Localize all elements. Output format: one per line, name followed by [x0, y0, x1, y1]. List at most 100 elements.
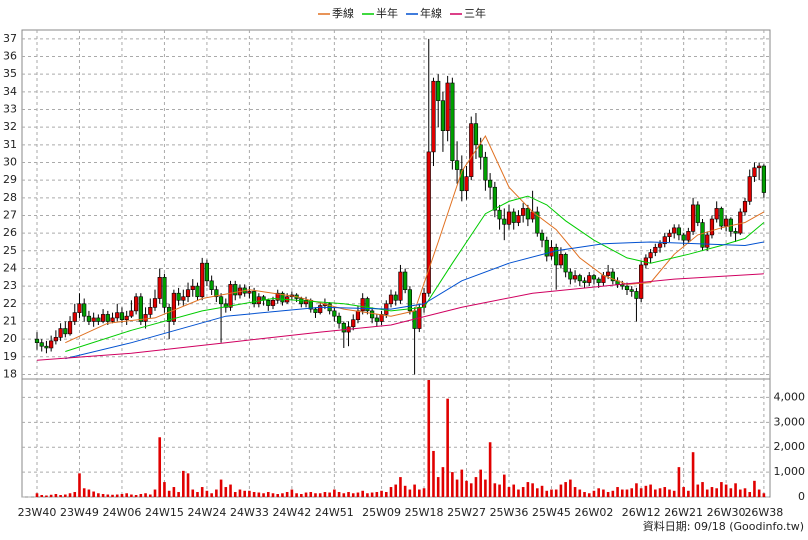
candle-body	[34, 338, 40, 343]
y-tick-label: 26	[3, 226, 17, 239]
ma-line	[65, 241, 764, 360]
volume-bar	[314, 493, 317, 497]
volume-bar	[243, 490, 246, 497]
candle-body	[738, 211, 743, 234]
volume-bar	[587, 493, 591, 497]
volume-bar	[597, 488, 600, 497]
volume-bar	[134, 495, 138, 497]
volume-bar	[210, 493, 213, 497]
candle-body	[162, 277, 167, 308]
volume-bar	[668, 489, 671, 497]
candle-body	[634, 291, 639, 299]
volume-bar	[724, 484, 728, 497]
volume-bar	[73, 492, 77, 497]
volume-bar	[436, 477, 440, 497]
x-tick-label: 26W02	[575, 506, 614, 519]
volume-bar	[125, 493, 128, 497]
volume-bar	[68, 493, 72, 497]
volume-bar	[408, 489, 412, 497]
volume-bar	[219, 479, 223, 497]
volume-bar	[333, 489, 336, 497]
candle-body	[370, 310, 375, 319]
candle-body	[129, 310, 134, 317]
volume-bar	[729, 488, 733, 497]
volume-bar	[111, 494, 114, 497]
candle-body	[596, 278, 601, 283]
y-tick-label: 24	[3, 261, 17, 274]
candle-body	[143, 314, 148, 322]
volume-bar	[573, 487, 577, 497]
candle-body	[365, 298, 370, 312]
candle-body	[544, 239, 549, 257]
y-tick-label: 19	[3, 350, 17, 363]
volume-bar	[521, 487, 525, 497]
volume-bar	[186, 473, 190, 497]
candle-body	[181, 296, 186, 301]
volume-bar	[474, 477, 478, 497]
volume-bar	[120, 494, 124, 497]
volume-bar	[545, 490, 549, 497]
candle-body	[374, 317, 379, 322]
volume-bar	[328, 492, 331, 497]
volume-bar	[536, 488, 539, 497]
volume-bar	[625, 489, 629, 497]
y-tick-label: 35	[3, 67, 17, 80]
volume-bar	[762, 493, 766, 497]
volume-bar	[602, 489, 605, 497]
volume-bar	[101, 494, 105, 497]
volume-bar	[488, 442, 492, 497]
y-tick-label: 37	[3, 32, 17, 45]
candle-body	[436, 80, 441, 101]
candle-body	[105, 314, 110, 322]
x-tick-label: 23W40	[18, 506, 57, 519]
volume-bar	[281, 493, 284, 497]
candle-body	[388, 294, 394, 305]
volume-bar	[413, 484, 416, 497]
volume-bar	[144, 493, 147, 497]
candle-body	[275, 292, 280, 301]
candle-body	[49, 340, 54, 349]
volume-bar	[347, 492, 350, 497]
legend-label: 半年	[376, 6, 398, 20]
volume-bar	[460, 469, 464, 497]
candle-body	[72, 312, 77, 322]
y-tick-label: 25	[3, 244, 17, 257]
candle-body	[502, 218, 507, 225]
volume-bar	[370, 492, 374, 497]
x-tick-label: 23W49	[60, 506, 99, 519]
y-tick-label: 18	[3, 367, 17, 380]
volume-bar	[502, 474, 506, 497]
volume-bar	[262, 493, 265, 497]
volume-bar	[248, 490, 251, 497]
candle-body	[577, 275, 582, 282]
volume-bar	[611, 490, 615, 497]
y-tick-label: 3,000	[774, 415, 806, 428]
candle-body	[77, 303, 82, 313]
candle-body	[152, 298, 158, 308]
volume-bar	[592, 490, 596, 497]
candle-body	[185, 289, 191, 298]
candle-body	[657, 243, 663, 248]
candle-body	[195, 285, 200, 298]
volume-bar	[526, 482, 530, 497]
candle-body	[398, 271, 403, 301]
volume-bar	[233, 492, 237, 497]
volume-bar	[512, 484, 516, 497]
volume-bar	[441, 467, 445, 497]
y-tick-label: 27	[3, 208, 17, 221]
candle-body	[653, 246, 658, 253]
candle-body	[218, 296, 224, 305]
candle-body	[119, 312, 125, 321]
candle-body	[719, 208, 724, 227]
candle-body	[757, 165, 762, 169]
volume-bar	[361, 490, 364, 497]
volume-bar	[139, 494, 143, 497]
volume-bar	[616, 487, 619, 497]
volume-bar	[351, 493, 355, 497]
volume-bar	[224, 487, 228, 497]
volume-bar	[49, 494, 53, 497]
volume-bar	[45, 495, 48, 497]
candle-body	[355, 310, 361, 321]
volume-bar	[465, 480, 468, 497]
volume-bar	[620, 489, 624, 497]
